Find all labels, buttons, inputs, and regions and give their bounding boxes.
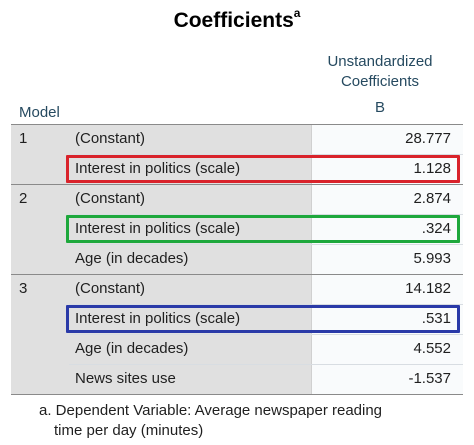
highlight-box-model2: [66, 215, 460, 243]
row-divider: [69, 214, 463, 215]
highlight-box-model3: [66, 305, 460, 333]
coefficients-table: 1 (Constant) 28.777 Interest in politics…: [11, 124, 463, 395]
value-cell: 2.874: [311, 184, 463, 214]
model-divider: [11, 274, 463, 275]
table-top-border: [11, 124, 463, 125]
model-cell: 2: [11, 184, 69, 214]
table-title-text: Coefficients: [173, 9, 294, 32]
highlight-box-model1: [66, 155, 460, 183]
table-row: 2 (Constant) 2.874: [11, 184, 463, 214]
model-cell: [11, 244, 69, 274]
model-cell: [11, 214, 69, 244]
table-row: Interest in politics (scale) .531: [11, 304, 463, 334]
model-cell: [11, 334, 69, 364]
header-coef-line1: Unstandardized: [327, 53, 433, 70]
value-cell: -1.537: [311, 364, 463, 394]
table-row: 1 (Constant) 28.777: [11, 124, 463, 154]
row-divider: [69, 334, 463, 335]
value-cell: 14.182: [311, 274, 463, 304]
model-cell: [11, 364, 69, 394]
value-cell: .531: [311, 304, 463, 334]
model-cell: 1: [11, 124, 69, 154]
variable-cell: Interest in politics (scale): [69, 304, 311, 334]
value-cell: .324: [311, 214, 463, 244]
title-footnote-marker: a: [293, 6, 301, 20]
footnote: a. Dependent Variable: Average newspaper…: [39, 401, 459, 441]
model-cell: 3: [11, 274, 69, 304]
footnote-line2: time per day (minutes): [54, 422, 204, 439]
variable-cell: Age (in decades): [69, 244, 311, 274]
table-row: 3 (Constant) 14.182: [11, 274, 463, 304]
table-row: Interest in politics (scale) .324: [11, 214, 463, 244]
footnote-line1: a. Dependent Variable: Average newspaper…: [39, 402, 383, 419]
variable-cell: Age (in decades): [69, 334, 311, 364]
variable-cell: (Constant): [69, 184, 311, 214]
variable-cell: News sites use: [69, 364, 311, 394]
table-row: Interest in politics (scale) 1.128: [11, 154, 463, 184]
model-cell: [11, 304, 69, 334]
header-unstandardized-coefficients: Unstandardized Coefficients: [300, 52, 460, 92]
header-coef-line2: Coefficients: [340, 73, 420, 90]
table-bottom-border: [11, 394, 463, 395]
table-row: News sites use -1.537: [11, 364, 463, 394]
table-row: Age (in decades) 4.552: [11, 334, 463, 364]
row-divider: [69, 154, 463, 155]
column-divider: [311, 124, 312, 394]
variable-cell: Interest in politics (scale): [69, 214, 311, 244]
variable-cell: Interest in politics (scale): [69, 154, 311, 184]
row-divider: [69, 364, 463, 365]
row-divider: [69, 304, 463, 305]
table-row: Age (in decades) 5.993: [11, 244, 463, 274]
value-cell: 28.777: [311, 124, 463, 154]
model-cell: [11, 154, 69, 184]
value-cell: 1.128: [311, 154, 463, 184]
row-divider: [69, 244, 463, 245]
value-cell: 4.552: [311, 334, 463, 364]
value-cell: 5.993: [311, 244, 463, 274]
header-model: Model: [19, 104, 60, 121]
header-b: B: [374, 99, 385, 116]
variable-cell: (Constant): [69, 124, 311, 154]
variable-cell: (Constant): [69, 274, 311, 304]
model-divider: [11, 184, 463, 185]
table-title: Coefficientsa: [0, 6, 474, 33]
